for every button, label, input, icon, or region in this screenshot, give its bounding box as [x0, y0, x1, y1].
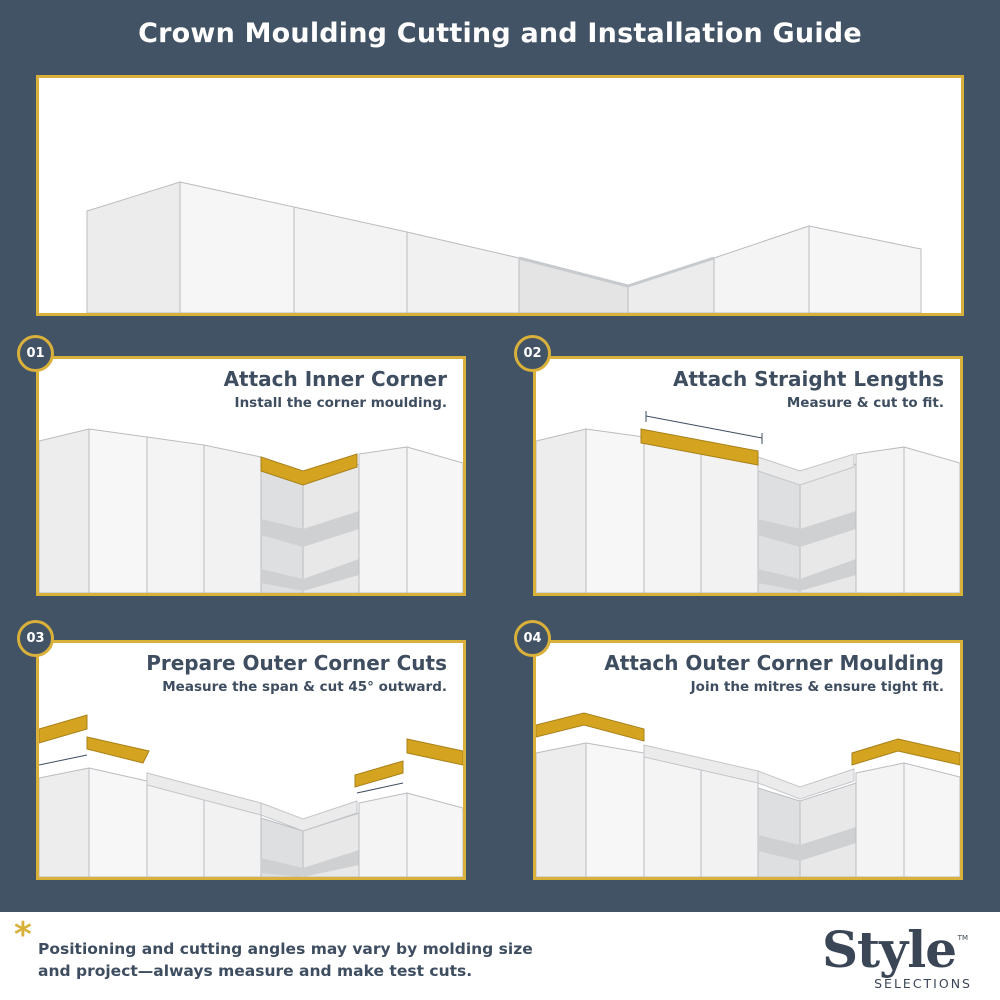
style-selections-logo: Style TM SELECTIONS [786, 920, 986, 996]
step-3-title: Prepare Outer Corner Cuts [146, 651, 447, 675]
step-2-panel: Attach Straight Lengths Measure & cut to… [533, 356, 963, 596]
hero-illustration [36, 75, 964, 316]
step-4-panel: Attach Outer Corner Moulding Join the mi… [533, 640, 963, 880]
hero-cabinets-drawing [86, 181, 922, 313]
step-4-title: Attach Outer Corner Moulding [604, 651, 944, 675]
step-3-subtitle: Measure the span & cut 45° outward. [162, 679, 447, 695]
step-1-title: Attach Inner Corner [223, 367, 447, 391]
step-1-subtitle: Install the corner moulding. [234, 395, 447, 411]
step-3-panel: Prepare Outer Corner Cuts Measure the sp… [36, 640, 466, 880]
step-4-illustration [536, 712, 960, 877]
step-2-illustration [536, 411, 960, 593]
brand-subtitle: SELECTIONS [874, 976, 972, 991]
step-2-badge: 02 [514, 335, 551, 372]
step-2-title: Attach Straight Lengths [673, 367, 944, 391]
disclaimer-note: Positioning and cutting angles may vary … [38, 940, 533, 980]
brand-trademark: TM [957, 934, 968, 942]
step-2-subtitle: Measure & cut to fit. [786, 395, 944, 411]
step-3-badge: 03 [17, 620, 54, 657]
brand-name: Style [821, 920, 957, 979]
step-3-illustration [39, 714, 463, 877]
step-4-badge: 04 [514, 620, 551, 657]
step-1-panel: Attach Inner Corner Install the corner m… [36, 356, 466, 596]
footer: * Positioning and cutting angles may var… [0, 912, 1000, 1000]
asterisk-icon: * [14, 915, 32, 955]
guide-canvas: Crown Moulding Cutting and Installation … [0, 0, 1000, 912]
step-4-subtitle: Join the mitres & ensure tight fit. [690, 679, 944, 695]
guide-title: Crown Moulding Cutting and Installation … [138, 18, 862, 49]
step-1-badge: 01 [17, 335, 54, 372]
step-1-illustration [39, 428, 463, 593]
